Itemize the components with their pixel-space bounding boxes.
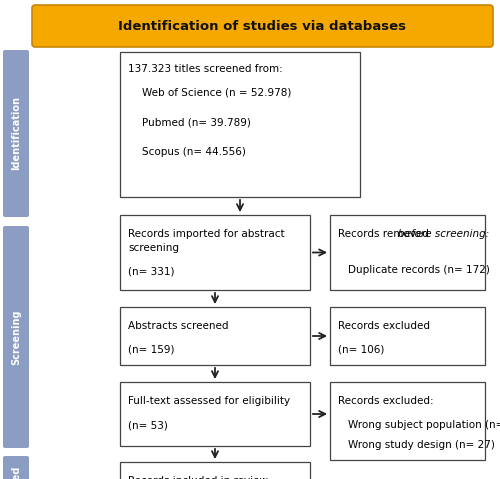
FancyBboxPatch shape	[3, 456, 29, 479]
Text: Identification of studies via databases: Identification of studies via databases	[118, 20, 406, 33]
Text: Web of Science (n = 52.978): Web of Science (n = 52.978)	[142, 87, 292, 97]
Text: Screening: Screening	[11, 309, 21, 365]
Bar	[330, 307, 485, 365]
Text: Abstracts screened: Abstracts screened	[128, 321, 228, 331]
Text: Included: Included	[11, 465, 21, 479]
Text: before screening:: before screening:	[398, 229, 489, 239]
Text: Wrong study design (n= 27): Wrong study design (n= 27)	[348, 440, 495, 450]
Text: (n= 53): (n= 53)	[128, 420, 168, 430]
Text: (n= 159): (n= 159)	[128, 345, 174, 355]
Text: Identification: Identification	[11, 96, 21, 171]
Bar	[120, 52, 360, 197]
Bar	[120, 382, 310, 446]
Bar	[120, 307, 310, 365]
Text: 137.323 titles screened from:: 137.323 titles screened from:	[128, 64, 283, 74]
Bar	[120, 462, 310, 479]
Text: Records imported for abstract: Records imported for abstract	[128, 229, 284, 239]
Text: (n= 106): (n= 106)	[338, 345, 384, 355]
Text: Full-text assessed for eligibility: Full-text assessed for eligibility	[128, 396, 290, 406]
Bar	[330, 382, 485, 460]
FancyBboxPatch shape	[3, 50, 29, 217]
FancyBboxPatch shape	[3, 226, 29, 448]
Text: Pubmed (n= 39.789): Pubmed (n= 39.789)	[142, 117, 251, 127]
Text: (n= 331): (n= 331)	[128, 267, 174, 277]
FancyBboxPatch shape	[32, 5, 493, 47]
Text: Scopus (n= 44.556): Scopus (n= 44.556)	[142, 147, 246, 157]
Bar	[330, 215, 485, 290]
Text: Records excluded: Records excluded	[338, 321, 430, 331]
Text: Duplicate records (n= 172): Duplicate records (n= 172)	[348, 265, 490, 275]
Text: screening: screening	[128, 243, 179, 253]
Text: Wrong subject population (n= 13): Wrong subject population (n= 13)	[348, 420, 500, 430]
Bar	[120, 215, 310, 290]
Text: Records included in review: Records included in review	[128, 476, 268, 479]
Text: Records removed: Records removed	[338, 229, 432, 239]
Text: Records excluded:: Records excluded:	[338, 396, 434, 406]
